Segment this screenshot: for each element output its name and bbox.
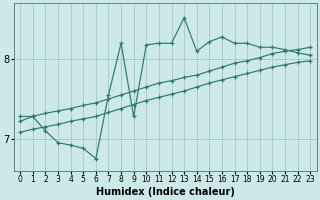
X-axis label: Humidex (Indice chaleur): Humidex (Indice chaleur) <box>96 187 235 197</box>
